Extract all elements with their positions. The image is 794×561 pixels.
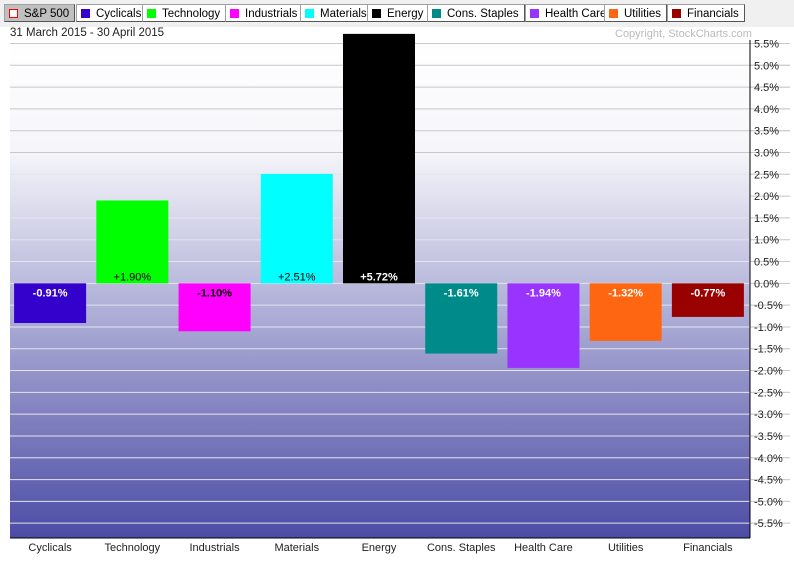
toggle-industrials[interactable]: Industrials — [225, 4, 304, 22]
y-tick-label: 1.0% — [754, 235, 779, 247]
y-tick-label: -1.0% — [754, 322, 783, 334]
toggle-s-p-500[interactable]: S&P 500 — [4, 4, 76, 22]
bar-financials — [671, 283, 744, 317]
color-swatch-icon — [230, 9, 239, 18]
y-tick-label: 2.0% — [754, 191, 779, 203]
bar-health-care — [507, 283, 580, 368]
sector-toolbar: S&P 500 Cyclicals Technology Industrials Mat… — [0, 0, 794, 27]
y-tick-label: 3.5% — [754, 126, 779, 138]
y-tick-label: -1.5% — [754, 344, 783, 356]
toggle-utilities[interactable]: Utilities — [604, 4, 668, 22]
toggle-label: Materials — [320, 8, 367, 20]
y-tick-label: 0.0% — [754, 278, 779, 290]
y-tick-label: -4.0% — [754, 453, 783, 465]
y-tick-label: 4.0% — [754, 104, 779, 116]
bar-cons-staples — [425, 283, 498, 354]
y-tick-label: -0.5% — [754, 300, 783, 312]
x-tick-label: Financials — [683, 542, 733, 554]
y-tick-label: 1.5% — [754, 213, 779, 225]
y-tick-label: 5.5% — [754, 38, 779, 50]
x-tick-label: Energy — [362, 542, 397, 554]
toggle-label: S&P 500 — [24, 8, 70, 20]
y-tick-label: -3.5% — [754, 431, 783, 443]
y-tick-label: 0.5% — [754, 257, 779, 269]
toggle-label: Industrials — [245, 8, 298, 20]
copyright: Copyright, StockCharts.com — [615, 28, 752, 40]
bar-technology — [96, 200, 169, 284]
color-swatch-icon — [609, 9, 618, 18]
bar-industrials — [178, 283, 251, 332]
x-tick-label: Industrials — [189, 542, 240, 554]
color-swatch-icon — [305, 9, 314, 18]
y-tick-label: -5.5% — [754, 518, 783, 530]
toggle-cons-staples[interactable]: Cons. Staples — [427, 4, 525, 22]
color-swatch-icon — [81, 9, 90, 18]
bar-energy — [343, 33, 415, 284]
y-tick-label: -3.0% — [754, 409, 783, 421]
toggle-label: Energy — [387, 8, 424, 20]
y-tick-label: -2.5% — [754, 387, 783, 399]
toggle-label: Financials — [687, 8, 739, 20]
y-tick-label: 4.5% — [754, 82, 779, 94]
y-tick-label: -5.0% — [754, 496, 783, 508]
toggle-label: Utilities — [624, 8, 662, 20]
data-label: -1.10% — [197, 287, 232, 299]
toggle-label: Cyclicals — [96, 8, 142, 20]
date-range: 31 March 2015 - 30 April 2015 — [10, 27, 165, 39]
x-tick-label: Utilities — [608, 542, 644, 554]
data-label: +1.90% — [114, 271, 152, 283]
bar-materials — [260, 173, 333, 284]
toggle-technology[interactable]: Technology — [142, 4, 227, 22]
toggle-label: Technology — [162, 8, 221, 20]
bar-utilities — [589, 283, 662, 341]
color-swatch-icon — [147, 9, 156, 18]
y-tick-label: 5.0% — [754, 60, 779, 72]
y-tick-label: -4.5% — [754, 475, 783, 487]
data-label: -0.77% — [690, 287, 725, 299]
toggle-label: Health Care — [545, 8, 607, 20]
y-tick-label: 2.5% — [754, 169, 779, 181]
toggle-financials[interactable]: Financials — [667, 4, 745, 22]
toggle-energy[interactable]: Energy — [367, 4, 430, 22]
toggle-health-care[interactable]: Health Care — [525, 4, 613, 22]
data-label: -1.94% — [526, 287, 561, 299]
toggle-materials[interactable]: Materials — [300, 4, 373, 22]
data-label: +5.72% — [360, 271, 398, 283]
y-tick-label: 3.0% — [754, 148, 779, 160]
data-label: +2.51% — [278, 271, 316, 283]
color-swatch-icon — [530, 9, 539, 18]
color-swatch-icon — [9, 9, 18, 18]
x-tick-label: Technology — [105, 542, 161, 554]
bar-cyclicals — [14, 283, 87, 324]
toggle-label: Cons. Staples — [447, 8, 519, 20]
toggle-cyclicals[interactable]: Cyclicals — [76, 4, 148, 22]
color-swatch-icon — [372, 9, 381, 18]
y-tick-label: -2.0% — [754, 366, 783, 378]
x-tick-label: Health Care — [514, 542, 573, 554]
data-label: -1.32% — [608, 287, 643, 299]
x-tick-label: Cons. Staples — [427, 542, 496, 554]
data-label: -1.61% — [444, 287, 479, 299]
x-tick-label: Cyclicals — [28, 542, 72, 554]
x-tick-label: Materials — [274, 542, 319, 554]
color-swatch-icon — [432, 9, 441, 18]
data-label: -0.91% — [33, 287, 68, 299]
color-swatch-icon — [672, 9, 681, 18]
